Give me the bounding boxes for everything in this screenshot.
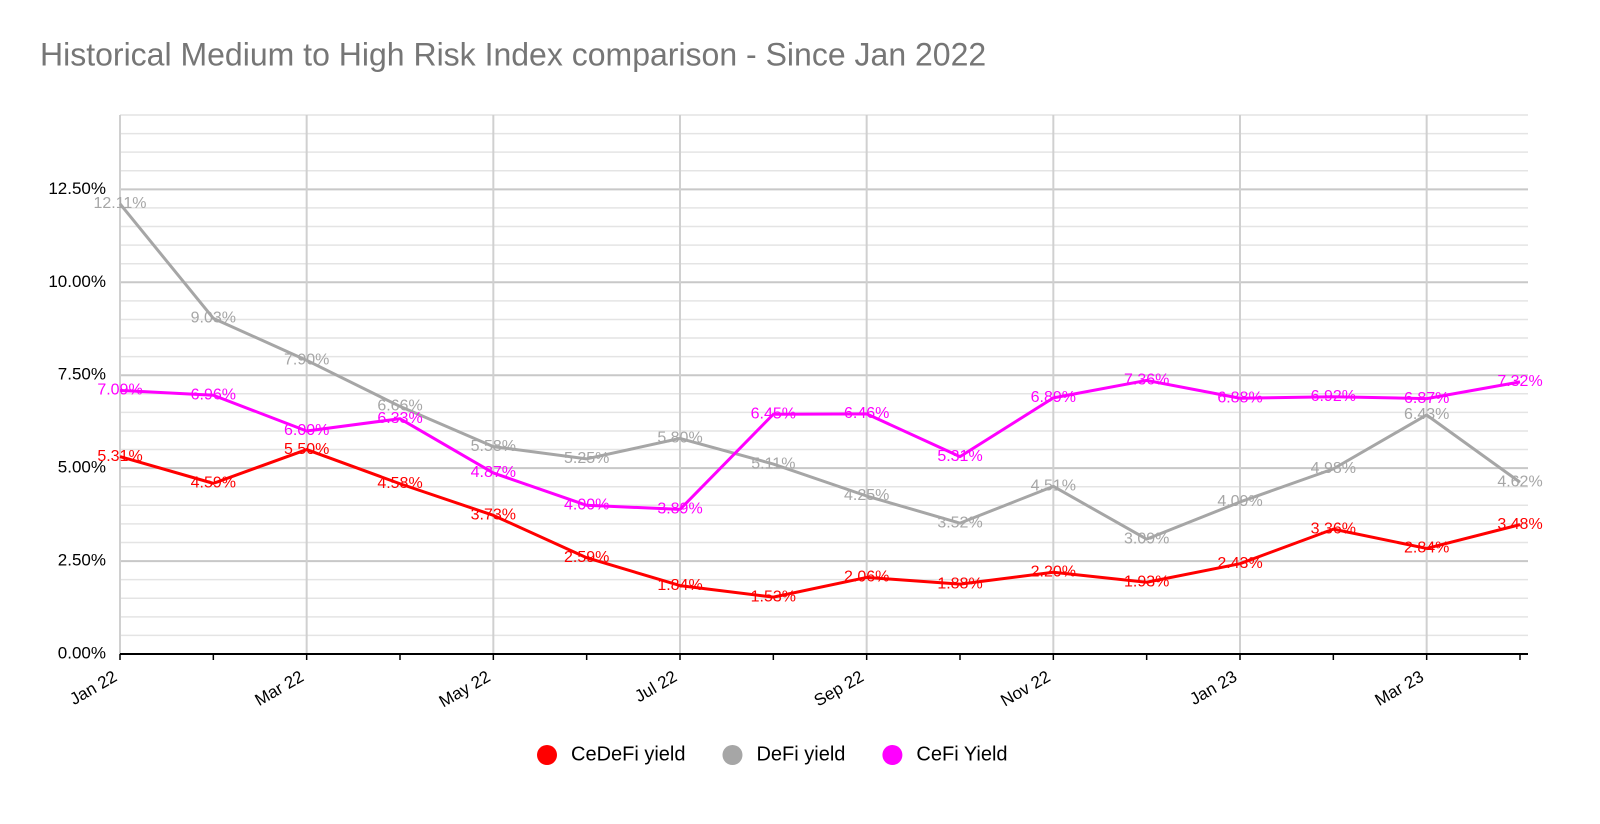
data-label: 3.89% — [657, 501, 702, 518]
y-tick-label: 5.00% — [58, 458, 106, 477]
x-tick-label: Jan 22 — [67, 667, 121, 709]
data-label: 6.88% — [1217, 389, 1262, 406]
data-label: 3.52% — [937, 514, 982, 531]
legend-marker — [537, 745, 557, 765]
data-label: 2.06% — [844, 569, 889, 586]
data-label: 1.53% — [751, 588, 796, 605]
data-label: 6.00% — [284, 422, 329, 439]
legend-label: DeFi yield — [756, 743, 845, 765]
chart-title: Historical Medium to High Risk Index com… — [40, 36, 986, 72]
data-label: 6.45% — [751, 405, 796, 422]
legend-label: CeDeFi yield — [571, 743, 685, 765]
data-label: 4.98% — [1311, 460, 1356, 477]
data-label: 7.09% — [97, 382, 142, 399]
data-label: 4.59% — [191, 475, 236, 492]
data-label: 2.59% — [564, 549, 609, 566]
data-label: 2.20% — [1031, 563, 1076, 580]
x-tick-label: Jul 22 — [631, 667, 680, 706]
data-label: 5.80% — [657, 430, 702, 447]
data-label: 4.00% — [564, 497, 609, 514]
data-label: 3.09% — [1124, 530, 1169, 547]
data-label: 5.11% — [751, 455, 795, 472]
legend-marker — [722, 745, 743, 765]
series-line — [119, 378, 1521, 511]
x-tick-label: Nov 22 — [997, 667, 1053, 710]
data-label: 3.48% — [1497, 516, 1542, 533]
data-label: 4.51% — [1031, 478, 1076, 495]
data-label: 3.36% — [1311, 520, 1356, 537]
data-label: 12.11% — [93, 195, 146, 212]
x-tick-label: Sep 22 — [811, 667, 867, 710]
data-label: 4.62% — [1497, 473, 1542, 490]
data-label: 6.89% — [1031, 389, 1076, 406]
data-label: 4.09% — [1217, 493, 1262, 510]
data-label: 6.43% — [1404, 406, 1449, 423]
legend-marker — [882, 745, 903, 765]
data-label: 1.93% — [1124, 573, 1169, 590]
data-label: 5.50% — [284, 441, 329, 458]
data-label: 2.84% — [1404, 540, 1449, 557]
data-label: 7.90% — [284, 352, 329, 369]
data-label: 4.58% — [377, 475, 422, 492]
y-tick-label: 7.50% — [58, 365, 106, 384]
data-label: 1.88% — [937, 575, 982, 592]
legend-label: CeFi Yield — [916, 743, 1007, 765]
data-label: 6.66% — [377, 398, 422, 415]
data-label: 5.31% — [937, 448, 982, 465]
x-tick-label: Jan 23 — [1187, 667, 1241, 709]
data-label: 6.92% — [1311, 388, 1356, 405]
data-label: 4.25% — [844, 487, 889, 504]
y-tick-label: 2.50% — [58, 551, 106, 570]
data-label: 9.03% — [191, 310, 236, 327]
series-line — [118, 202, 1521, 541]
x-tick-label: May 22 — [436, 667, 494, 711]
data-label: 6.33% — [377, 410, 422, 427]
data-label: 1.84% — [657, 577, 702, 594]
data-label: 6.87% — [1404, 390, 1449, 407]
data-label: 5.31% — [97, 448, 142, 465]
x-tick-label: Mar 22 — [252, 667, 307, 710]
y-tick-label: 10.00% — [48, 272, 106, 291]
data-label: 5.25% — [564, 450, 609, 467]
data-label: 6.46% — [844, 405, 889, 422]
data-label: 2.43% — [1217, 555, 1262, 572]
data-label: 7.32% — [1497, 373, 1542, 390]
data-label: 4.87% — [471, 464, 516, 481]
x-tick-label: Mar 23 — [1372, 667, 1427, 710]
data-label: 5.58% — [471, 438, 516, 455]
y-tick-label: 0.00% — [58, 643, 106, 662]
data-label: 3.73% — [471, 507, 516, 524]
series-line — [119, 448, 1521, 599]
data-label: 7.36% — [1124, 372, 1169, 389]
y-tick-label: 12.50% — [48, 179, 106, 198]
data-label: 6.96% — [191, 386, 236, 403]
